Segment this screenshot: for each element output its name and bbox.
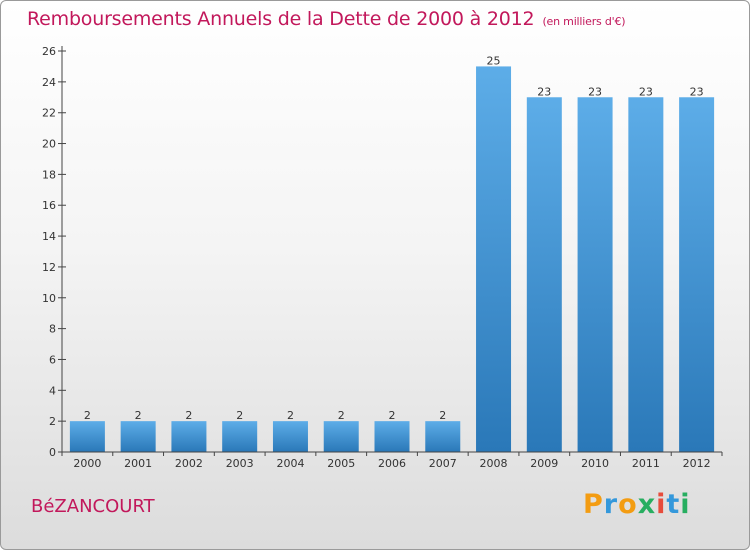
data-label-2004: 2 <box>287 409 294 422</box>
x-tick-label-2002: 2002 <box>175 457 203 470</box>
x-tick-label-2006: 2006 <box>378 457 406 470</box>
y-tick-label-8: 8 <box>49 323 56 336</box>
bar-2010 <box>577 97 613 453</box>
bar-2007 <box>425 421 461 452</box>
bars-layer: 2 2 2 2 2 2 2 2 25 23 23 23 23 <box>69 54 715 453</box>
bar-2009 <box>526 97 562 453</box>
x-tick-label-2011: 2011 <box>632 457 660 470</box>
y-tick-label-12: 12 <box>42 261 56 274</box>
x-tick-label-2007: 2007 <box>429 457 457 470</box>
x-tick-label-2008: 2008 <box>480 457 508 470</box>
data-label-2012: 23 <box>690 85 704 98</box>
data-label-2006: 2 <box>389 409 396 422</box>
bar-2012 <box>679 97 715 453</box>
bar-2002 <box>171 421 207 452</box>
bar-2011 <box>628 97 664 453</box>
chart-title: Remboursements Annuels de la Dette de 20… <box>27 8 626 30</box>
x-tick-label-2010: 2010 <box>581 457 609 470</box>
y-tick-label-24: 24 <box>42 76 56 89</box>
data-label-2001: 2 <box>135 409 142 422</box>
data-label-2011: 23 <box>639 85 653 98</box>
y-tick-label-20: 20 <box>42 138 56 151</box>
brand-letter: x <box>637 489 657 520</box>
data-label-2000: 2 <box>84 409 91 422</box>
brand-letter: i <box>656 489 667 520</box>
x-tick-label-2000: 2000 <box>73 457 101 470</box>
chart-subtitle: (en milliers d'€) <box>542 15 626 28</box>
bar-2004 <box>272 421 308 452</box>
bar-2003 <box>222 421 258 452</box>
bar-2008 <box>476 66 512 452</box>
proxiti-logo[interactable]: Proxiti <box>583 489 691 520</box>
data-label-2005: 2 <box>338 409 345 422</box>
x-tick-label-2001: 2001 <box>124 457 152 470</box>
bar-2005 <box>323 421 359 452</box>
axis-layer: 2000 2001 2002 2003 2004 2005 2006 2007 2008 2009… <box>42 45 723 470</box>
y-tick-label-14: 14 <box>42 230 56 243</box>
y-tick-label-6: 6 <box>49 353 56 366</box>
y-tick-label-0: 0 <box>49 446 56 459</box>
y-tick-label-16: 16 <box>42 199 56 212</box>
data-label-2007: 2 <box>439 409 446 422</box>
x-tick-label-2005: 2005 <box>327 457 355 470</box>
x-tick-label-2012: 2012 <box>683 457 711 470</box>
brand-letter: i <box>680 489 691 520</box>
brand-letter: P <box>583 489 604 520</box>
y-tick-label-18: 18 <box>42 168 56 181</box>
bar-2006 <box>374 421 410 452</box>
brand-letter: t <box>666 489 681 520</box>
y-tick-label-22: 22 <box>42 107 56 120</box>
chart-title-text: Remboursements Annuels de la Dette de 20… <box>27 8 535 30</box>
y-tick-label-10: 10 <box>42 292 56 305</box>
brand-letter: o <box>618 489 638 520</box>
data-label-2009: 23 <box>537 85 551 98</box>
x-tick-label-2004: 2004 <box>276 457 304 470</box>
y-tick-label-26: 26 <box>42 45 56 58</box>
commune-name: BéZANCOURT <box>31 496 155 517</box>
data-label-2010: 23 <box>588 85 602 98</box>
x-tick-label-2009: 2009 <box>530 457 558 470</box>
data-label-2002: 2 <box>185 409 192 422</box>
y-tick-label-2: 2 <box>49 415 56 428</box>
x-tick-label-2003: 2003 <box>226 457 254 470</box>
data-label-2003: 2 <box>236 409 243 422</box>
data-label-2008: 25 <box>487 54 501 67</box>
bar-2000 <box>69 421 105 452</box>
brand-letter: r <box>603 489 619 520</box>
bar-2001 <box>120 421 156 452</box>
y-tick-label-4: 4 <box>49 384 56 397</box>
